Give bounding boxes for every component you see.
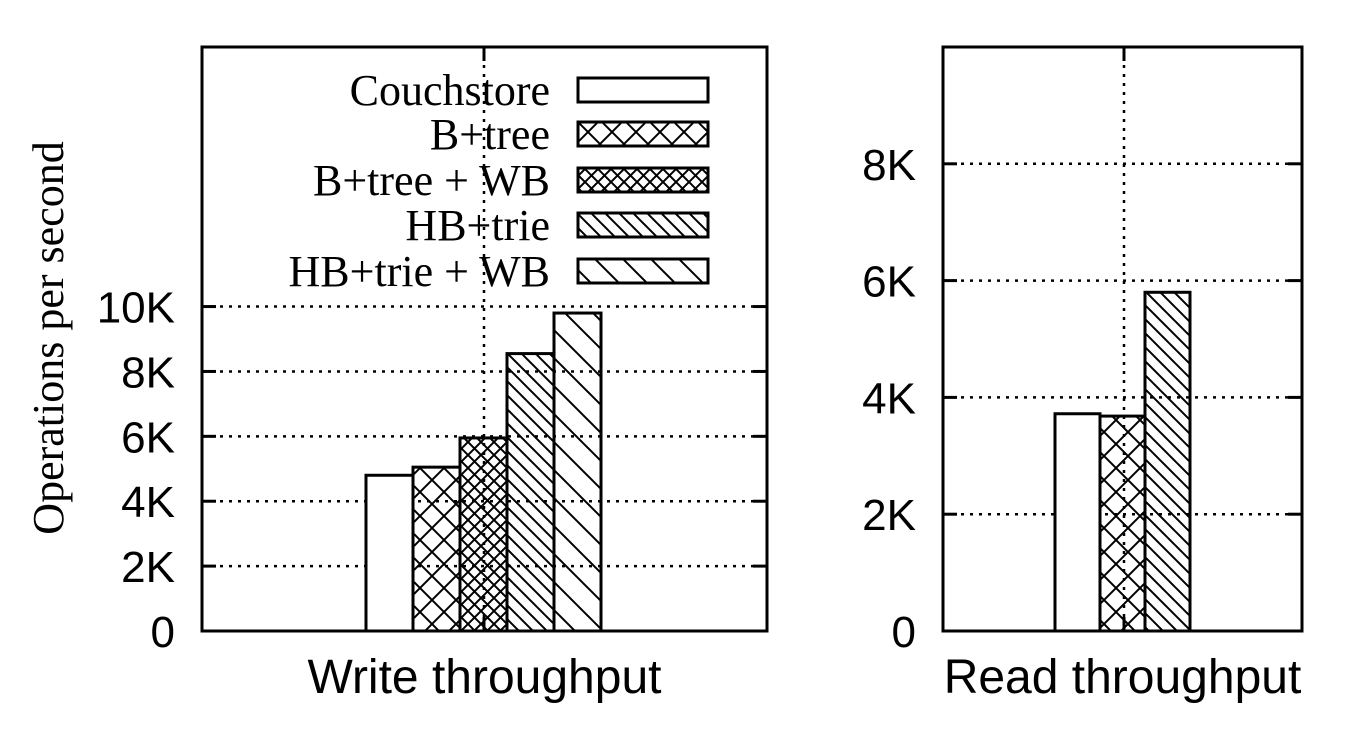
legend-item-hbplustrie-plus-wb: HB+trie + WB	[289, 247, 710, 296]
y-tick-label: 8K	[862, 141, 916, 190]
y-tick-label: 4K	[862, 374, 916, 423]
legend-label: HB+trie + WB	[289, 247, 550, 296]
y-tick-label: 2K	[121, 543, 175, 592]
y-tick-label: 2K	[862, 491, 916, 540]
y-ticks: 0 2K 4K 6K 8K 10K	[97, 47, 767, 657]
bars	[364, 311, 603, 633]
bars	[1053, 290, 1192, 633]
y-axis-label: Operations per second	[24, 141, 73, 534]
bar-bplustree	[1098, 414, 1147, 633]
write-throughput-panel: 0 2K 4K 6K 8K 10K Write throughput	[97, 45, 769, 704]
y-tick-label: 0	[892, 608, 916, 657]
y-tick-label: 0	[151, 608, 175, 657]
legend-label: HB+trie	[405, 201, 550, 250]
legend-swatch	[576, 211, 710, 239]
legend-swatch	[576, 120, 710, 148]
bar-hbplustrie	[505, 352, 556, 633]
y-tick-label: 10K	[97, 284, 175, 333]
legend-label: B+tree	[430, 110, 550, 159]
legend-swatch	[576, 166, 710, 194]
legend-item-bplustree: B+tree	[430, 110, 710, 159]
y-tick-label: 8K	[121, 348, 175, 397]
x-axis-label: Write throughput	[308, 651, 662, 704]
read-throughput-panel: 0 2K 4K 6K 8K Read throughput	[862, 45, 1304, 704]
bar-hbplustrie-plus-wb	[552, 311, 603, 633]
x-axis-label: Read throughput	[944, 651, 1302, 704]
y-tick-label: 6K	[121, 413, 175, 462]
bar-couchstore	[364, 473, 415, 633]
legend-item-hbplustrie: HB+trie	[405, 201, 710, 250]
y-tick-label: 6K	[862, 258, 916, 307]
y-ticks: 0 2K 4K 6K 8K	[862, 47, 1302, 657]
bar-bplustree-plus-wb	[458, 436, 509, 633]
legend-swatch	[576, 76, 710, 104]
legend-item-bplustree-plus-wb: B+tree + WB	[313, 156, 710, 205]
legend-label: B+tree + WB	[313, 156, 550, 205]
legend-label: Couchstore	[350, 66, 550, 115]
legend-item-couchstore: Couchstore	[350, 66, 710, 115]
bar-bplustree	[411, 465, 462, 633]
legend-swatch	[576, 257, 710, 285]
bar-couchstore	[1053, 412, 1102, 633]
y-tick-label: 4K	[121, 478, 175, 527]
bar-hbplustrie	[1143, 290, 1192, 633]
